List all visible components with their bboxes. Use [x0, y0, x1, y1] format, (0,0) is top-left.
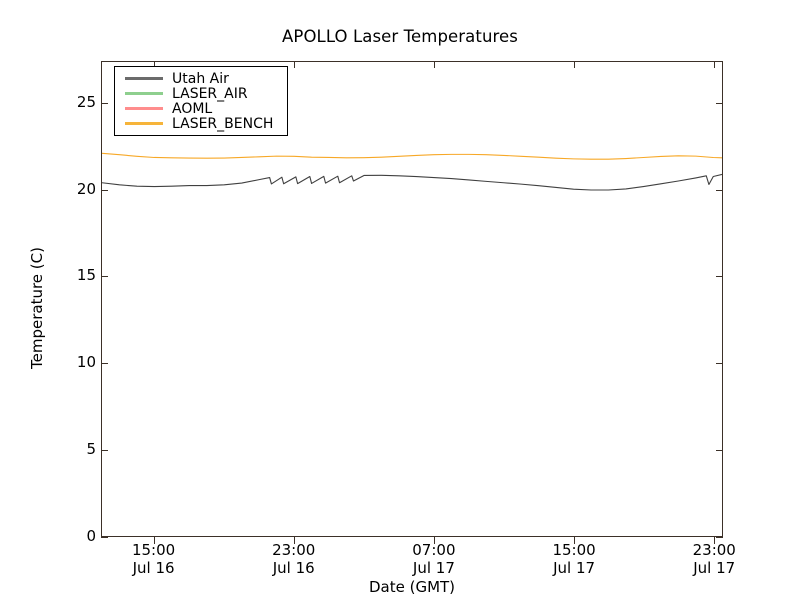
legend-line-icon [125, 122, 163, 125]
y-tick-label: 10 [76, 353, 96, 372]
x-tick-mark-top [293, 61, 295, 68]
x-tick-date: Jul 17 [693, 558, 736, 577]
x-tick-time: 23:00 [272, 541, 316, 559]
x-tick-date: Jul 16 [272, 558, 315, 577]
x-tick-mark [574, 537, 576, 544]
x-tick-mark-top [714, 61, 716, 68]
legend-item-label: Utah Air [172, 70, 229, 87]
legend-item-label: LASER_AIR [172, 85, 248, 102]
y-tick-mark [101, 450, 108, 452]
x-tick-mark-top [153, 61, 155, 68]
x-tick-time: 23:00 [692, 541, 736, 559]
series-line-utah-air [102, 174, 722, 190]
y-tick-label: 20 [76, 179, 96, 198]
y-tick-mark [101, 189, 108, 191]
x-tick-mark [714, 537, 716, 544]
x-tick-time: 07:00 [412, 541, 456, 559]
plot-area [101, 61, 723, 537]
x-axis-label: Date (GMT) [368, 578, 456, 596]
legend-box: Utah Air LASER_AIR AOML LASER_BENCH [114, 66, 288, 136]
plot-lines [102, 62, 722, 536]
series-line-laser-bench [102, 153, 722, 159]
legend-item[interactable]: Utah Air [121, 71, 281, 86]
y-tick-mark-right [716, 276, 723, 278]
x-tick-label: 15:00 Jul 16 [79, 541, 229, 577]
x-tick-time: 15:00 [552, 541, 596, 559]
legend-line-icon [125, 107, 163, 110]
x-tick-date: Jul 16 [132, 558, 175, 577]
y-tick-mark [101, 537, 108, 538]
legend-line-icon [125, 92, 163, 95]
y-tick-label: 0 [86, 527, 96, 545]
y-tick-mark [101, 363, 108, 365]
chart-title: APOLLO Laser Temperatures [282, 27, 518, 46]
y-tick-mark-right [716, 537, 723, 538]
x-tick-mark [153, 537, 155, 544]
y-tick-label: 25 [76, 92, 96, 111]
x-tick-label: 23:00 Jul 17 [639, 541, 789, 577]
y-axis-label: Temperature (C) [28, 247, 46, 369]
y-tick-mark-right [716, 363, 723, 365]
x-tick-date: Jul 17 [412, 558, 455, 577]
x-tick-time: 15:00 [131, 541, 176, 559]
legend-item-label: AOML [172, 100, 213, 117]
x-tick-label: 07:00 Jul 17 [359, 541, 509, 577]
x-tick-mark [293, 537, 295, 544]
x-tick-mark-top [574, 61, 576, 68]
legend-line-icon [125, 77, 163, 80]
x-tick-mark [433, 537, 435, 544]
y-tick-mark-right [716, 102, 723, 104]
legend-item[interactable]: AOML [121, 101, 281, 116]
legend-item-label: LASER_BENCH [172, 115, 274, 132]
x-tick-mark-top [433, 61, 435, 68]
y-tick-label: 5 [86, 440, 96, 459]
y-tick-mark-right [716, 450, 723, 452]
legend-item[interactable]: LASER_AIR [121, 86, 281, 101]
y-tick-mark [101, 102, 108, 104]
y-tick-label: 15 [76, 266, 96, 285]
y-axis-tick-labels: 0 5 10 15 20 25 [44, 0, 96, 600]
x-tick-label: 23:00 Jul 16 [219, 541, 369, 577]
y-tick-mark-right [716, 189, 723, 191]
y-tick-mark [101, 276, 108, 278]
x-tick-date: Jul 17 [553, 558, 596, 577]
legend-item[interactable]: LASER_BENCH [121, 116, 281, 131]
x-tick-label: 15:00 Jul 17 [499, 541, 649, 577]
